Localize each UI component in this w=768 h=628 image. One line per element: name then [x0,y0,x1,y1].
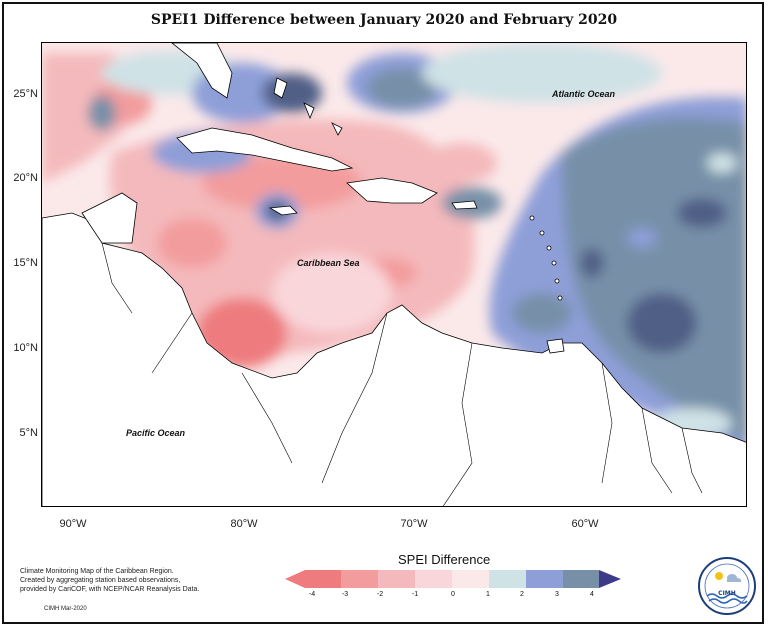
lat-label-15n: 15°N [13,257,38,269]
lat-label-5n: 5°N [19,427,38,439]
logo-text: CIMH [718,590,736,597]
credits-line: Created by aggregating station based obs… [20,577,181,584]
legend-swatch-5 [452,570,489,588]
legend-arrow-low [285,570,305,588]
legend-tick: -4 [308,591,316,598]
credits-block: Climate Monitoring Map of the Caribbean … [20,567,220,594]
label-caribbean-sea: Caribbean Sea [297,258,360,268]
legend-swatch-3 [378,570,415,588]
cimh-logo [698,557,756,615]
label-atlantic-ocean: Atlantic Ocean [552,89,616,99]
cloud-icon [727,574,742,582]
credits-line: provided by CariCOF, with NCEP/NCAR Rean… [20,586,200,593]
legend-swatch-2 [341,570,378,588]
legend-swatch-7 [526,570,563,588]
legend-swatch-4 [415,570,452,588]
legend-tick: 1 [486,591,490,598]
legend-swatch-8 [563,570,599,588]
lat-label-10n: 10°N [13,342,38,354]
lon-label-80w: 80°W [230,518,258,530]
legend-tick: 3 [555,591,559,598]
legend-tick: -3 [341,591,349,598]
legend-tick: -1 [411,591,419,598]
legend-tick: 4 [590,591,594,598]
legend-tick: -2 [376,591,384,598]
credits-line: Climate Monitoring Map of the Caribbean … [20,568,174,575]
country-borders [101,242,703,506]
legend-tick: 2 [520,591,524,598]
spei-map [41,42,747,507]
lon-label-60w: 60°W [571,518,599,530]
legend-swatch-1 [305,570,341,588]
credits-date: CIMH Mar-2020 [44,606,87,612]
map-title: SPEI1 Difference between January 2020 an… [150,12,618,28]
sun-icon [715,572,723,580]
label-pacific-ocean: Pacific Ocean [126,428,186,438]
lon-label-70w: 70°W [400,518,428,530]
lon-label-90w: 90°W [59,518,87,530]
legend-arrow-high [599,570,621,588]
map-canvas [42,43,746,506]
legend-title: SPEI Difference [398,552,491,567]
legend-tick: 0 [451,591,455,598]
legend-swatch-6 [489,570,526,588]
lat-label-25n: 25°N [13,88,38,100]
legend-colorbar [285,570,621,588]
lat-label-20n: 20°N [13,172,38,184]
land-masses [42,43,746,506]
